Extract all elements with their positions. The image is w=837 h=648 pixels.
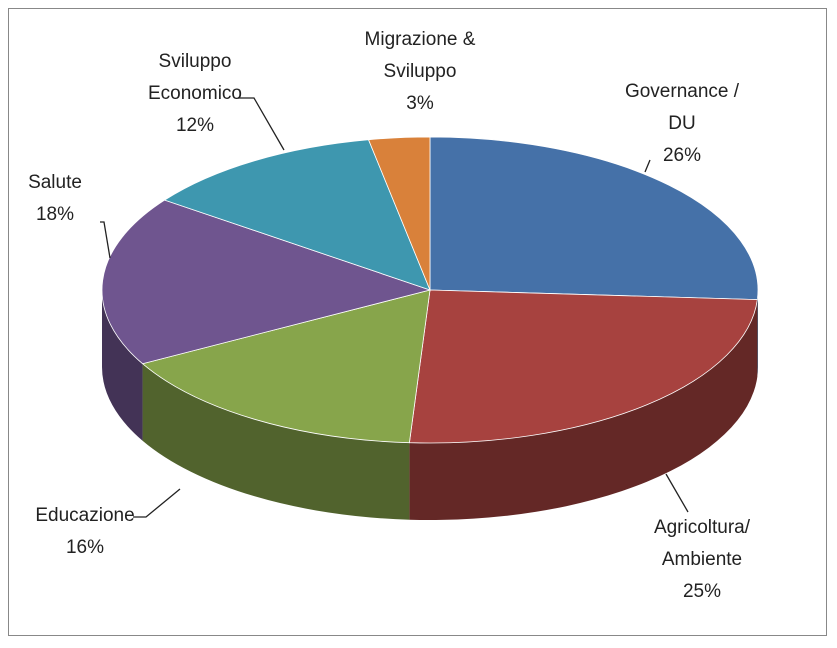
slice-value-label: 18%: [36, 204, 74, 225]
leader-line: [100, 221, 111, 259]
slice-side: [409, 299, 758, 520]
slice-label: Agricoltura/Ambiente: [654, 517, 751, 570]
slice-value-label: 12%: [176, 115, 214, 136]
slice-value-label: 16%: [66, 537, 104, 558]
slice: [163, 139, 431, 291]
slice-value-label: 25%: [683, 581, 721, 602]
slice-label: Migrazione & Sviluppo: [365, 29, 476, 82]
leader-line: [665, 473, 689, 513]
leader-line: [238, 97, 285, 151]
slice: [141, 289, 431, 444]
slice-label: Salute: [28, 172, 82, 193]
slice-value-label: 26%: [663, 145, 701, 166]
slice: [101, 199, 432, 365]
slice: [367, 136, 431, 291]
slice-label: Educazione: [35, 505, 134, 526]
slice: [429, 136, 759, 301]
slice-side: [757, 290, 758, 377]
leader-line: [644, 159, 651, 173]
slice-label: Governance / DU: [625, 81, 740, 134]
slice-side: [142, 363, 410, 520]
leader-line: [133, 488, 181, 518]
slice: [408, 289, 758, 444]
slice-label: Sviluppo Economico: [148, 51, 242, 104]
slice-value-label: 3%: [406, 93, 434, 114]
slice-side: [102, 290, 143, 441]
